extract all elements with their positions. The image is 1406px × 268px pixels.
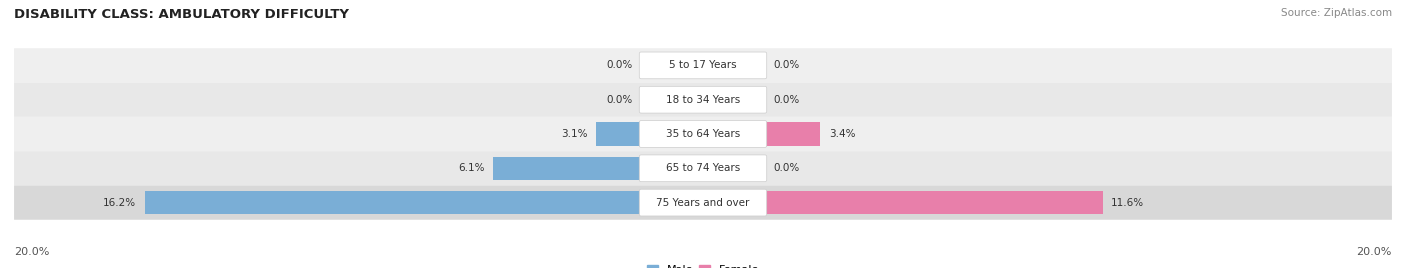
Text: 65 to 74 Years: 65 to 74 Years (666, 163, 740, 173)
FancyBboxPatch shape (14, 48, 1392, 83)
Text: 0.0%: 0.0% (773, 163, 800, 173)
FancyBboxPatch shape (14, 151, 1392, 185)
FancyBboxPatch shape (640, 52, 766, 79)
FancyBboxPatch shape (640, 121, 766, 147)
Bar (494, 157, 703, 180)
Text: 75 Years and over: 75 Years and over (657, 198, 749, 208)
Bar (596, 122, 703, 146)
Text: 5 to 17 Years: 5 to 17 Years (669, 60, 737, 70)
Text: Source: ZipAtlas.com: Source: ZipAtlas.com (1281, 8, 1392, 18)
Bar (703, 122, 820, 146)
Text: 3.4%: 3.4% (828, 129, 855, 139)
Text: 3.1%: 3.1% (561, 129, 588, 139)
Text: 6.1%: 6.1% (458, 163, 484, 173)
Bar (703, 191, 1102, 214)
Text: 0.0%: 0.0% (773, 95, 800, 105)
Bar (145, 191, 703, 214)
Text: 18 to 34 Years: 18 to 34 Years (666, 95, 740, 105)
FancyBboxPatch shape (640, 155, 766, 182)
Legend: Male, Female: Male, Female (643, 260, 763, 268)
Text: 35 to 64 Years: 35 to 64 Years (666, 129, 740, 139)
Text: 20.0%: 20.0% (14, 247, 49, 257)
Text: 16.2%: 16.2% (103, 198, 136, 208)
FancyBboxPatch shape (14, 185, 1392, 220)
Text: 0.0%: 0.0% (606, 95, 633, 105)
FancyBboxPatch shape (640, 86, 766, 113)
Text: 20.0%: 20.0% (1357, 247, 1392, 257)
Text: 11.6%: 11.6% (1111, 198, 1144, 208)
Text: 0.0%: 0.0% (773, 60, 800, 70)
FancyBboxPatch shape (640, 189, 766, 216)
FancyBboxPatch shape (14, 117, 1392, 151)
Text: DISABILITY CLASS: AMBULATORY DIFFICULTY: DISABILITY CLASS: AMBULATORY DIFFICULTY (14, 8, 349, 21)
FancyBboxPatch shape (14, 83, 1392, 117)
Text: 0.0%: 0.0% (606, 60, 633, 70)
